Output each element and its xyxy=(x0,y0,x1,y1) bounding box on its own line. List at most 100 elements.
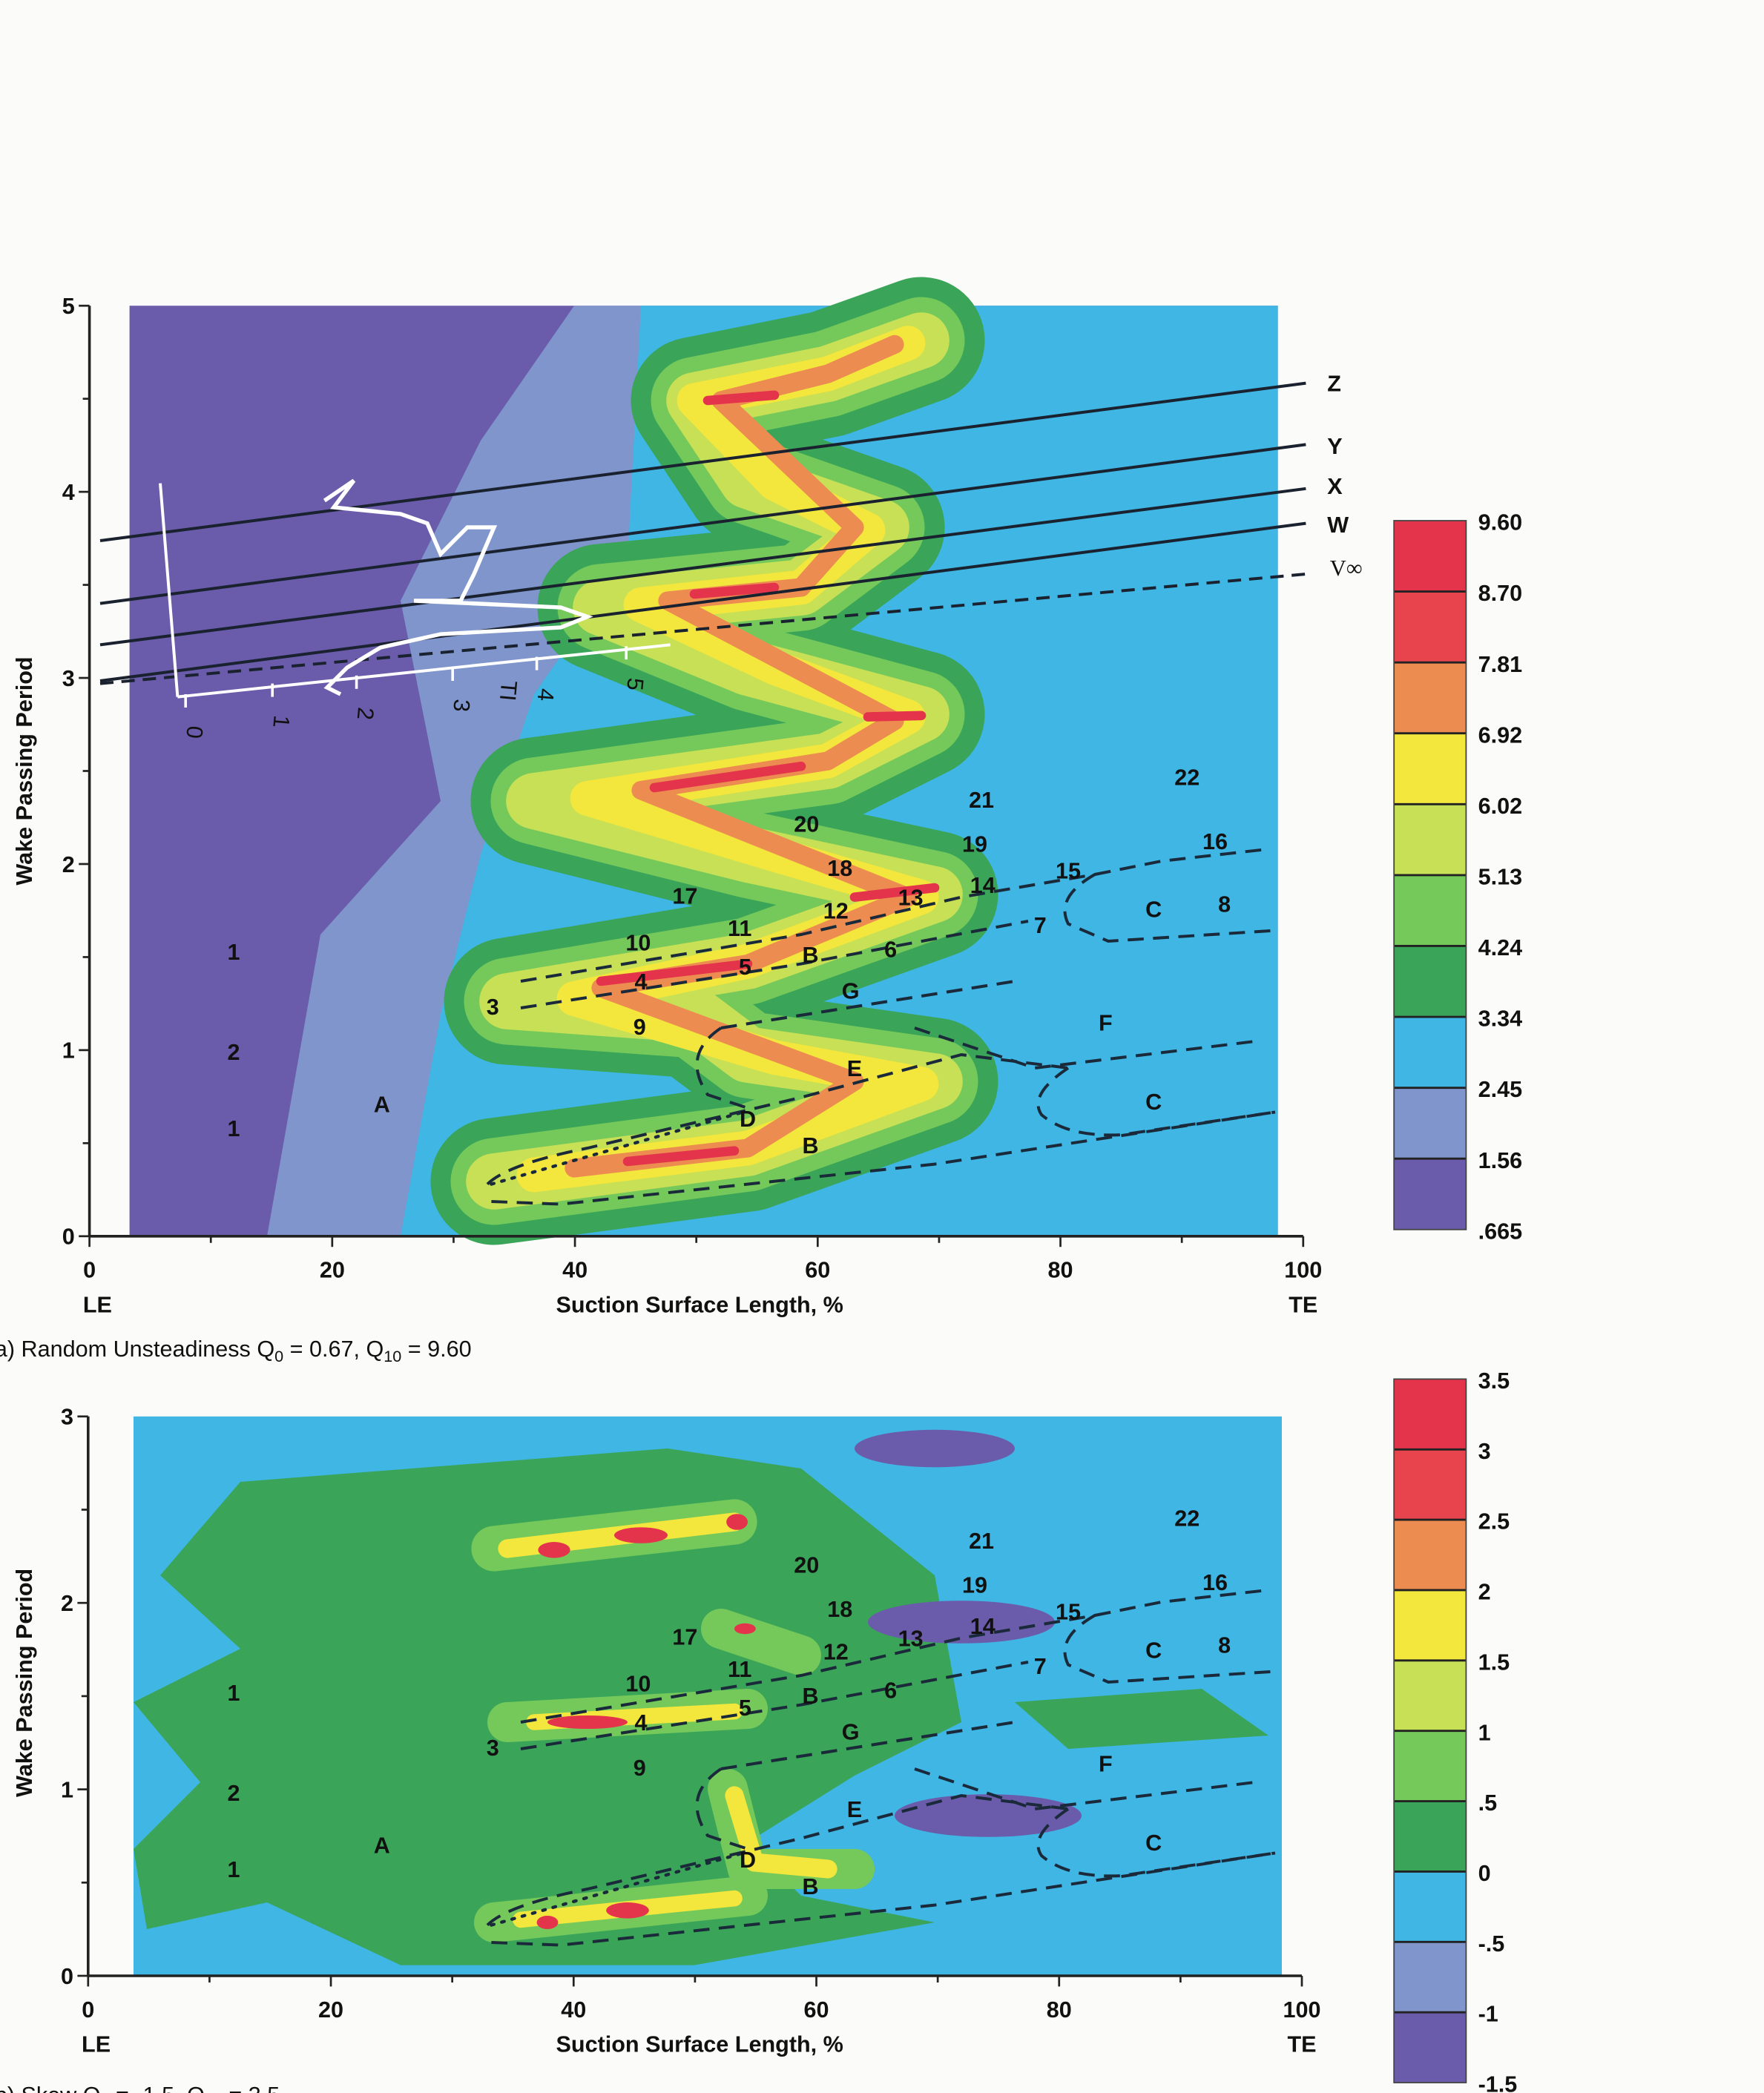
region-label: 9 xyxy=(633,1015,646,1040)
x-tick-label: 40 xyxy=(561,1997,586,2023)
x-end-label: LE xyxy=(83,1292,112,1317)
x-tick-label: 60 xyxy=(805,1258,830,1283)
x-tick-label: 60 xyxy=(804,1997,829,2023)
colorbar-label: 6.02 xyxy=(1478,794,1523,819)
colorbar-band xyxy=(1394,1871,1467,1942)
region-label: 9 xyxy=(633,1756,646,1781)
region-label: 10 xyxy=(625,1672,651,1697)
region-label: C xyxy=(1145,1090,1162,1115)
x-tick-label: 80 xyxy=(1047,1997,1072,2023)
region-label: 8 xyxy=(1218,891,1231,917)
x-end-label: TE xyxy=(1287,2032,1316,2057)
region-label: 12 xyxy=(823,898,849,923)
region-label: G xyxy=(842,1719,860,1744)
caption: b) Skew Q0 = -1.5, Q10 = 3.5 xyxy=(0,2083,280,2093)
region-label: 1 xyxy=(227,1116,240,1141)
colorbar-band xyxy=(1394,1942,1467,2013)
line-label: V∞ xyxy=(1330,556,1363,581)
colorbar-label: .665 xyxy=(1478,1219,1523,1244)
caption-part: = 9.60 xyxy=(401,1336,471,1362)
colorbar-band xyxy=(1394,2012,1467,2083)
colorbar-label: 2.45 xyxy=(1478,1077,1523,1102)
region-label: 20 xyxy=(794,1552,819,1578)
ti-inset xyxy=(159,478,671,699)
caption-part: 10 xyxy=(384,1347,401,1365)
caption-part: a) Random Unsteadiness Q xyxy=(0,1336,274,1362)
inset-tick-label: 1 xyxy=(268,714,294,729)
colorbar-frame xyxy=(1393,520,1467,1230)
region-label: C xyxy=(1145,897,1162,923)
x-tick-label: 40 xyxy=(562,1258,588,1283)
y-tick-label: 2 xyxy=(61,1591,73,1616)
region-label: 14 xyxy=(970,1614,995,1639)
region-label: 5 xyxy=(739,1695,751,1721)
colorbar-label: -1 xyxy=(1478,2002,1498,2027)
inset-axis-label: TI xyxy=(495,679,521,702)
colorbar-label: 1 xyxy=(1478,1720,1491,1745)
colorbar-label: -.5 xyxy=(1478,1931,1505,1957)
region-label: 21 xyxy=(969,1529,994,1554)
region-label: 1 xyxy=(227,940,240,965)
region-label: 21 xyxy=(969,788,994,813)
y-tick-label: 1 xyxy=(62,1038,75,1064)
contour-field-b xyxy=(134,1416,1282,1976)
colorbar-label: 0 xyxy=(1478,1861,1491,1886)
region-boundaries xyxy=(486,847,1276,1206)
region-label: 18 xyxy=(827,856,852,881)
colorbar-label: 1.56 xyxy=(1478,1148,1523,1173)
colorbar-band xyxy=(1394,1589,1467,1661)
x-tick-label: 100 xyxy=(1284,1258,1322,1283)
region-label: F xyxy=(1099,1011,1113,1036)
region-label: 3 xyxy=(487,995,499,1020)
colorbar-band xyxy=(1394,662,1467,734)
region-label: 16 xyxy=(1202,1570,1228,1595)
inset-tick-label: 0 xyxy=(181,725,207,739)
colorbar-band xyxy=(1394,1087,1467,1159)
colorbar-label: -1.5 xyxy=(1478,2072,1518,2093)
region-label: 22 xyxy=(1174,1506,1199,1531)
y-tick-label: 3 xyxy=(61,1405,73,1430)
region-label: 13 xyxy=(898,885,924,910)
region-label: 3 xyxy=(487,1736,499,1761)
line-label: Y xyxy=(1327,434,1342,459)
x-axis-label: Suction Surface Length, % xyxy=(556,1292,843,1317)
region-label: 2 xyxy=(227,1040,240,1065)
region-label: 1 xyxy=(227,1681,240,1706)
region-label: 12 xyxy=(823,1639,849,1664)
region-label: E xyxy=(847,1056,862,1081)
region-label: 2 xyxy=(227,1781,240,1806)
region-label: 19 xyxy=(962,831,987,857)
inset-tick-label: 3 xyxy=(448,698,474,713)
caption-part: b) Skew Q xyxy=(0,2083,101,2093)
y-tick-label: 5 xyxy=(62,294,75,319)
x-tick-label: 80 xyxy=(1048,1258,1073,1283)
region-label: 15 xyxy=(1056,1599,1081,1624)
region-label: B xyxy=(803,943,819,968)
colorbar-label: 5.13 xyxy=(1478,865,1523,890)
y-tick-label: 0 xyxy=(62,1225,75,1250)
colorbar-band xyxy=(1394,1520,1467,1590)
colorbar-band xyxy=(1394,1379,1467,1450)
x-tick-label: 20 xyxy=(318,1997,343,2023)
region-label: B xyxy=(803,1133,819,1158)
colorbar-label: 3.5 xyxy=(1478,1368,1510,1394)
line-label: Z xyxy=(1327,371,1341,396)
colorbar-label: 2.5 xyxy=(1478,1509,1510,1535)
region-label: 8 xyxy=(1218,1632,1231,1658)
colorbar-label: 3.34 xyxy=(1478,1006,1523,1032)
caption-part: = 0.67, Q xyxy=(283,1336,384,1362)
y-tick-label: 3 xyxy=(62,666,75,691)
region-label: F xyxy=(1099,1752,1113,1777)
colorbar-label: 9.60 xyxy=(1478,510,1523,535)
colorbar-band xyxy=(1394,521,1467,592)
colorbar-band xyxy=(1394,1449,1467,1520)
colorbar-band xyxy=(1394,874,1467,946)
region-label: 7 xyxy=(1034,1654,1047,1679)
caption-part: 0 xyxy=(274,1347,283,1365)
x-tick-label: 100 xyxy=(1283,1997,1320,2023)
colorbar-label: 3 xyxy=(1478,1439,1491,1464)
region-label: 18 xyxy=(827,1597,852,1622)
region-label: B xyxy=(803,1874,819,1899)
